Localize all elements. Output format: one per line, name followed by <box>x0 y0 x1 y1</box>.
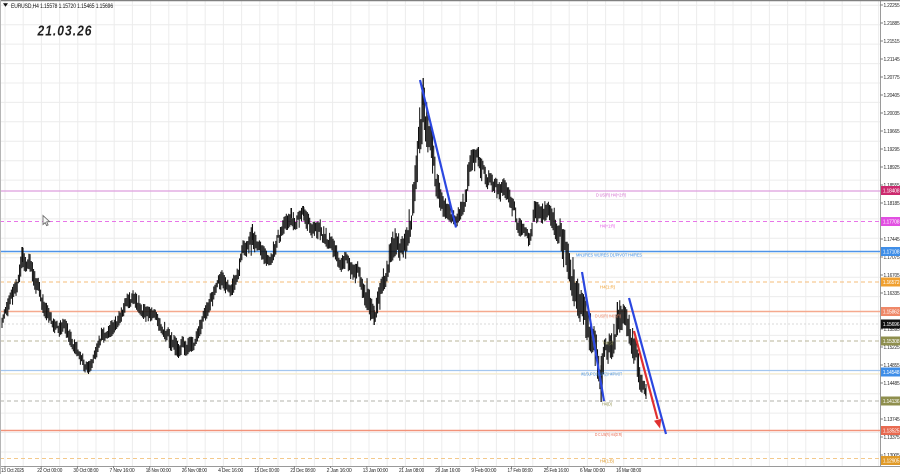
svg-text:MN1/RES W1/RES D1/PIVOT H4/RES: MN1/RES W1/RES D1/PIVOT H4/RES <box>576 253 642 259</box>
svg-text:1.18408: 1.18408 <box>883 189 900 195</box>
svg-text:15 Dec 00:00: 15 Dec 00:00 <box>254 468 279 474</box>
svg-text:26 Nov 08:00: 26 Nov 08:00 <box>182 468 207 474</box>
svg-text:H4(D): H4(D) <box>602 402 612 408</box>
svg-text:1.21885: 1.21885 <box>884 21 900 27</box>
svg-text:1.12905: 1.12905 <box>883 459 900 465</box>
svg-text:1.19665: 1.19665 <box>884 129 900 135</box>
svg-text:1.18185: 1.18185 <box>884 201 900 207</box>
svg-text:1.13745: 1.13745 <box>884 417 900 423</box>
svg-text:H4(1:R): H4(1:R) <box>600 285 616 291</box>
svg-text:1.17108: 1.17108 <box>883 250 900 256</box>
svg-text:13 Oct 2025: 13 Oct 2025 <box>1 468 24 474</box>
svg-text:1.21145: 1.21145 <box>884 57 900 63</box>
svg-text:21.03.26: 21.03.26 <box>37 24 93 40</box>
svg-text:1.17445: 1.17445 <box>884 237 900 243</box>
svg-text:16 Mar 08:00: 16 Mar 08:00 <box>616 468 641 474</box>
svg-text:9 Feb 00:00: 9 Feb 00:00 <box>471 468 496 474</box>
svg-text:2 Jan 16:00: 2 Jan 16:00 <box>327 468 352 474</box>
svg-text:4 Dec 16:00: 4 Dec 16:00 <box>218 468 243 474</box>
svg-text:D C US(R) H4(D:R): D C US(R) H4(D:R) <box>595 432 622 438</box>
svg-text:H4(+1:R): H4(+1:R) <box>600 224 615 230</box>
svg-text:1.13525: 1.13525 <box>883 429 900 435</box>
svg-text:1.14485: 1.14485 <box>884 381 900 387</box>
svg-text:21 Jan 08:00: 21 Jan 08:00 <box>399 468 424 474</box>
svg-text:1.19295: 1.19295 <box>884 147 900 153</box>
svg-text:1.20035: 1.20035 <box>884 111 900 117</box>
svg-text:1.16705: 1.16705 <box>884 273 900 279</box>
svg-text:1.17075: 1.17075 <box>884 255 900 261</box>
svg-text:1.15696: 1.15696 <box>883 322 900 328</box>
svg-text:22 Oct 00:00: 22 Oct 00:00 <box>37 468 62 474</box>
svg-text:17 Feb 08:00: 17 Feb 08:00 <box>508 468 533 474</box>
svg-text:18 Nov 00:00: 18 Nov 00:00 <box>146 468 171 474</box>
svg-text:1.18925: 1.18925 <box>884 165 900 171</box>
svg-text:1.14855: 1.14855 <box>884 363 900 369</box>
svg-text:H4(S): H4(S) <box>603 341 613 347</box>
svg-text:EURUSD,H4 1.15578 1.15720 1.1: EURUSD,H4 1.15578 1.15720 1.15465 1.1569… <box>11 3 114 10</box>
svg-text:1.20775: 1.20775 <box>884 75 900 81</box>
svg-text:D US(R) H4(S:R): D US(R) H4(S:R) <box>595 314 621 320</box>
svg-text:1.16335: 1.16335 <box>884 291 900 297</box>
svg-text:13 Jan 00:00: 13 Jan 00:00 <box>363 468 388 474</box>
svg-text:7 Nov 16:00: 7 Nov 16:00 <box>110 468 135 474</box>
svg-text:23 Dec 08:00: 23 Dec 08:00 <box>290 468 315 474</box>
svg-text:25 Feb 16:00: 25 Feb 16:00 <box>544 468 569 474</box>
svg-text:W1/SUP D1/SUP(2) H4/PIVOT: W1/SUP D1/SUP(2) H4/PIVOT <box>581 372 622 378</box>
svg-text:1.16572: 1.16572 <box>883 280 900 286</box>
svg-text:1.15595: 1.15595 <box>884 327 900 333</box>
svg-text:1.15225: 1.15225 <box>884 345 900 351</box>
svg-text:1.20405: 1.20405 <box>884 93 900 99</box>
svg-text:1.14548: 1.14548 <box>883 370 900 376</box>
svg-text:30 Oct 08:00: 30 Oct 08:00 <box>73 468 98 474</box>
svg-text:1.13375: 1.13375 <box>884 435 900 441</box>
svg-text:1.15308: 1.15308 <box>883 339 900 345</box>
svg-text:1.15862: 1.15862 <box>883 310 900 316</box>
svg-text:1.22255: 1.22255 <box>884 3 900 9</box>
svg-text:D US(R) H4(+2:R): D US(R) H4(+2:R) <box>596 193 626 199</box>
svg-text:29 Jan 16:00: 29 Jan 16:00 <box>435 468 460 474</box>
svg-text:1.14136: 1.14136 <box>883 399 900 405</box>
svg-text:1.21515: 1.21515 <box>884 39 900 45</box>
svg-text:H4(1:B): H4(1:B) <box>600 459 614 465</box>
svg-text:1.17708: 1.17708 <box>883 220 900 226</box>
svg-text:6 Mar 00:00: 6 Mar 00:00 <box>580 468 605 474</box>
